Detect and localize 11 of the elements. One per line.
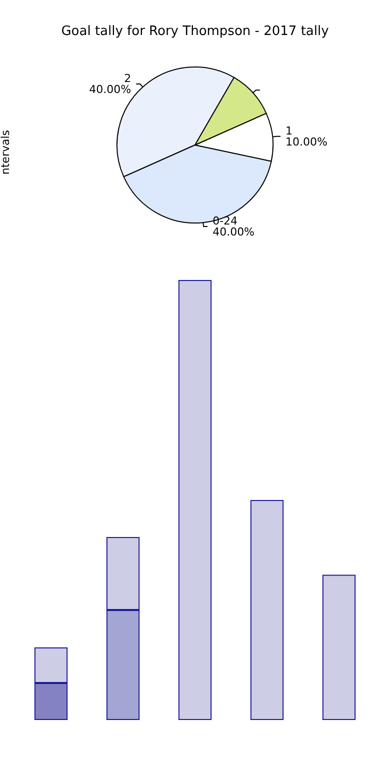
slice-label: 2 [124, 72, 132, 86]
text: ntervals [0, 130, 12, 175]
slice-label: 1 [286, 124, 293, 138]
bar [178, 280, 212, 720]
data-label: 40.00% [89, 83, 132, 96]
data-label: 40.00% [212, 226, 255, 239]
data-label: 10.00% [286, 135, 328, 148]
bar [322, 574, 356, 720]
slice-label: 0-24 [212, 214, 238, 228]
bar [250, 500, 284, 720]
chart-title: Goal tally for Rory Thompson - 2017 tally [61, 24, 330, 39]
